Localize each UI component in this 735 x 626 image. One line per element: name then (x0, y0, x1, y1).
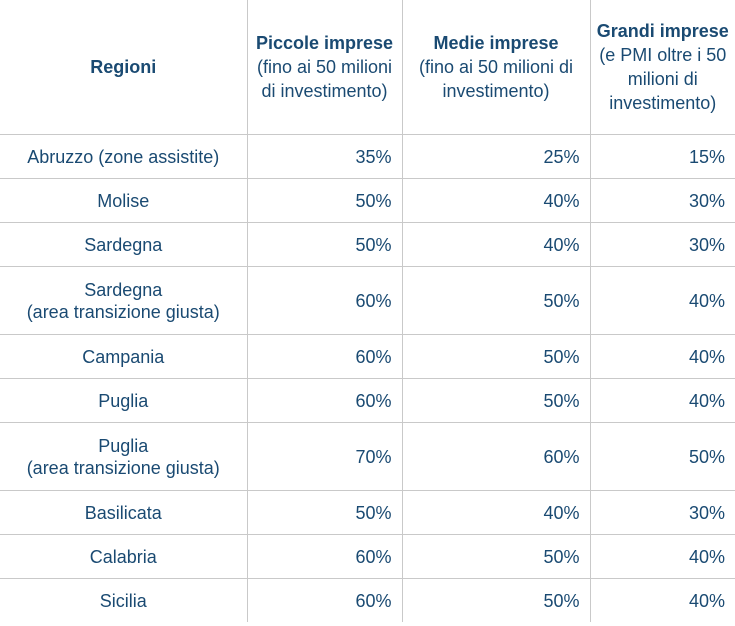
piccole-value: 60% (247, 534, 403, 579)
grandi-value: 30% (590, 222, 735, 267)
header-medie-title: Medie imprese (433, 33, 559, 53)
region-cell: Basilicata (0, 490, 248, 535)
grandi-value: 40% (590, 266, 735, 335)
region-note: (area transizione giusta) (26, 301, 220, 322)
medie-value: 50% (402, 378, 591, 423)
header-medie-imprese: Medie imprese (fino ai 50 milioni di inv… (402, 0, 591, 135)
region-cell: Sardegna (0, 222, 248, 267)
region-name: Campania (82, 346, 165, 367)
region-note: (area transizione giusta) (26, 457, 220, 478)
region-cell: Molise (0, 178, 248, 223)
piccole-value: 50% (247, 490, 403, 535)
grandi-value: 40% (590, 534, 735, 579)
region-name: Sicilia (99, 590, 147, 611)
header-grandi-imprese: Grandi imprese (e PMI oltre i 50 milioni… (590, 0, 735, 135)
region-cell: Puglia (0, 378, 248, 423)
grandi-value: 15% (590, 134, 735, 179)
region-name: Calabria (89, 546, 157, 567)
medie-value: 25% (402, 134, 591, 179)
header-regioni: Regioni (0, 0, 248, 135)
grandi-value: 40% (688, 590, 725, 611)
table-row: Abruzzo (zone assistite) 35% 25% 15% (0, 134, 735, 179)
header-row: Regioni Piccole imprese (fino ai 50 mili… (0, 0, 735, 135)
region-cell: Calabria (0, 534, 248, 579)
region-name: Sardegna (84, 279, 163, 300)
piccole-value: 50% (247, 222, 403, 267)
table-row: Calabria 60% 50% 40% (0, 534, 735, 579)
header-piccole-title: Piccole imprese (255, 33, 394, 53)
header-piccole-subtitle: (fino ai 50 milioni di investimento) (256, 57, 393, 101)
table-row: Campania 60% 50% 40% (0, 334, 735, 379)
piccole-value: 35% (247, 134, 403, 179)
medie-value: 50% (402, 334, 591, 379)
grandi-value: 30% (590, 178, 735, 223)
header-medie-subtitle: (fino ai 50 milioni di investimento) (418, 57, 574, 101)
region-name: Molise (97, 190, 150, 211)
region-name: Puglia (98, 390, 149, 411)
piccole-value: 60% (247, 266, 403, 335)
region-name: Puglia (98, 435, 149, 456)
header-regioni-label: Regioni (90, 57, 157, 77)
region-cell: Sicilia (0, 578, 248, 622)
piccole-value: 60% (247, 578, 403, 622)
piccole-value: 70% (247, 422, 403, 491)
header-grandi-title: Grandi imprese (596, 21, 729, 41)
medie-value: 50% (402, 266, 591, 335)
region-name: Basilicata (84, 502, 162, 523)
table-row: Sardegna 50% 40% 30% (0, 222, 735, 267)
table-row: Molise 50% 40% 30% (0, 178, 735, 223)
piccole-value: 50% (247, 178, 403, 223)
grandi-value: 40% (590, 334, 735, 379)
table-row: Puglia 60% 50% 40% (0, 378, 735, 423)
medie-value: 40% (402, 490, 591, 535)
region-name: Sardegna (84, 234, 163, 255)
medie-value: 40% (402, 222, 591, 267)
table-row: Basilicata 50% 40% 30% (0, 490, 735, 535)
table-row: Sardegna (area transizione giusta) 60% 5… (0, 266, 735, 335)
medie-value: 50% (402, 578, 591, 622)
table-row: Puglia (area transizione giusta) 70% 60%… (0, 422, 735, 491)
header-grandi-subtitle: (e PMI oltre i 50 milioni di investiment… (599, 45, 727, 113)
region-name: Abruzzo (zone assistite) (27, 146, 220, 167)
region-cell: Puglia (area transizione giusta) (0, 422, 248, 491)
table-row: Sicilia 60% 50% 40% (0, 578, 735, 622)
region-cell: Campania (0, 334, 248, 379)
medie-value: 50% (402, 534, 591, 579)
medie-value: 40% (402, 178, 591, 223)
region-cell: Abruzzo (zone assistite) (0, 134, 248, 179)
region-cell: Sardegna (area transizione giusta) (0, 266, 248, 335)
grandi-value: 50% (590, 422, 735, 491)
piccole-value: 60% (247, 334, 403, 379)
medie-value: 60% (402, 422, 591, 491)
piccole-value: 60% (247, 378, 403, 423)
grandi-value: 30% (590, 490, 735, 535)
header-piccole-imprese: Piccole imprese (fino ai 50 milioni di i… (247, 0, 403, 135)
grandi-value: 40% (590, 378, 735, 423)
